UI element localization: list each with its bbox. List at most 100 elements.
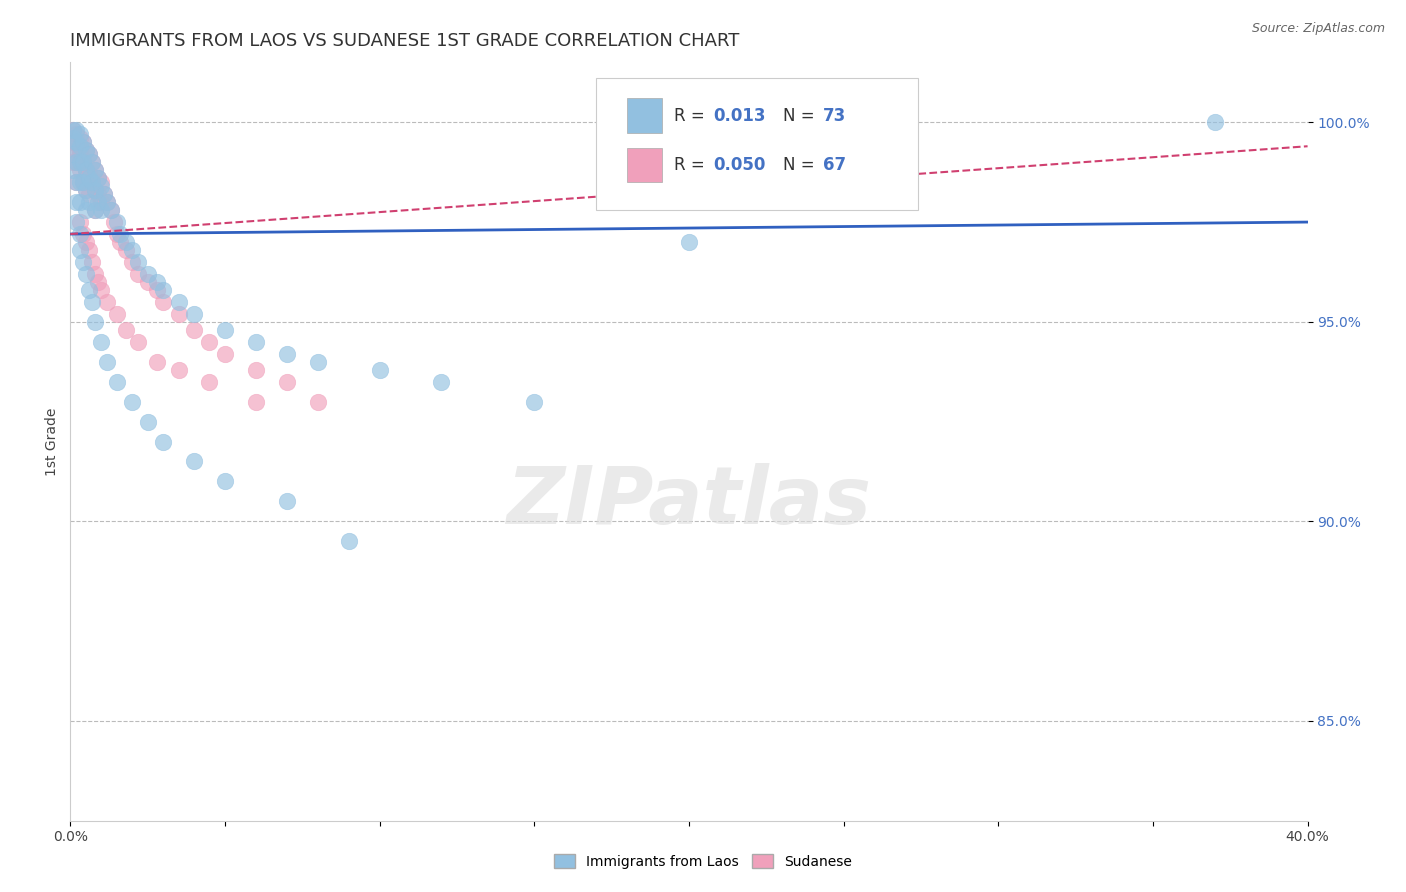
Point — [77, 195, 100, 210]
Point — [127, 334, 149, 349]
Point — [100, 203, 122, 218]
Point — [430, 375, 453, 389]
Point — [96, 195, 118, 210]
Point — [75, 183, 97, 197]
Point — [90, 203, 112, 218]
Point — [167, 307, 190, 321]
FancyBboxPatch shape — [627, 98, 662, 133]
Point — [245, 362, 267, 376]
Point — [152, 283, 174, 297]
Point — [62, 147, 84, 161]
Point — [75, 235, 97, 249]
Point — [75, 183, 97, 197]
Point — [84, 203, 107, 218]
Point — [80, 294, 103, 309]
Point — [65, 123, 87, 137]
Text: N =: N = — [783, 106, 820, 125]
Point — [1204, 115, 1226, 129]
Point — [75, 163, 97, 178]
Point — [80, 155, 103, 169]
Point — [69, 215, 91, 229]
Point — [105, 307, 128, 321]
Point — [69, 227, 91, 241]
Point — [368, 362, 391, 376]
Point — [75, 143, 97, 157]
Text: ZIPatlas: ZIPatlas — [506, 463, 872, 541]
Point — [127, 255, 149, 269]
Point — [105, 215, 128, 229]
Point — [96, 195, 118, 210]
Point — [146, 275, 169, 289]
Point — [115, 243, 138, 257]
Point — [96, 294, 118, 309]
Point — [69, 139, 91, 153]
Point — [307, 355, 329, 369]
Point — [69, 243, 91, 257]
Point — [214, 323, 236, 337]
Text: 0.013: 0.013 — [714, 106, 766, 125]
Point — [90, 179, 112, 194]
Point — [72, 155, 94, 169]
Point — [62, 131, 84, 145]
Point — [337, 534, 360, 549]
Point — [77, 187, 100, 202]
Point — [183, 454, 205, 468]
Point — [214, 347, 236, 361]
Point — [121, 394, 143, 409]
Point — [146, 283, 169, 297]
Point — [96, 355, 118, 369]
Point — [167, 362, 190, 376]
Point — [75, 143, 97, 157]
Point — [276, 347, 298, 361]
Point — [84, 183, 107, 197]
Point — [93, 187, 115, 202]
Legend: Immigrants from Laos, Sudanese: Immigrants from Laos, Sudanese — [548, 848, 858, 874]
Point — [115, 323, 138, 337]
Point — [65, 175, 87, 189]
Point — [245, 394, 267, 409]
Point — [121, 243, 143, 257]
Text: R =: R = — [673, 106, 710, 125]
Point — [69, 147, 91, 161]
Point — [84, 163, 107, 178]
Point — [183, 323, 205, 337]
Point — [152, 434, 174, 449]
Point — [80, 175, 103, 189]
Point — [105, 375, 128, 389]
Point — [108, 235, 131, 249]
Point — [65, 128, 87, 142]
Point — [100, 203, 122, 218]
Point — [65, 175, 87, 189]
Point — [75, 267, 97, 281]
Point — [198, 375, 221, 389]
Point — [198, 334, 221, 349]
Point — [87, 171, 110, 186]
Point — [75, 163, 97, 178]
Point — [80, 155, 103, 169]
Point — [69, 128, 91, 142]
Point — [77, 243, 100, 257]
Point — [75, 163, 97, 178]
Point — [77, 167, 100, 181]
Point — [87, 275, 110, 289]
Point — [90, 283, 112, 297]
Point — [183, 307, 205, 321]
Point — [84, 183, 107, 197]
Text: IMMIGRANTS FROM LAOS VS SUDANESE 1ST GRADE CORRELATION CHART: IMMIGRANTS FROM LAOS VS SUDANESE 1ST GRA… — [70, 32, 740, 50]
Point — [77, 147, 100, 161]
Y-axis label: 1st Grade: 1st Grade — [45, 408, 59, 475]
Point — [93, 187, 115, 202]
Point — [90, 195, 112, 210]
Point — [152, 294, 174, 309]
Point — [87, 187, 110, 202]
Point — [108, 227, 131, 241]
Point — [84, 315, 107, 329]
Point — [65, 215, 87, 229]
Point — [146, 355, 169, 369]
Point — [214, 475, 236, 489]
Point — [90, 175, 112, 189]
Point — [65, 143, 87, 157]
Point — [62, 123, 84, 137]
Point — [77, 147, 100, 161]
Point — [69, 143, 91, 157]
